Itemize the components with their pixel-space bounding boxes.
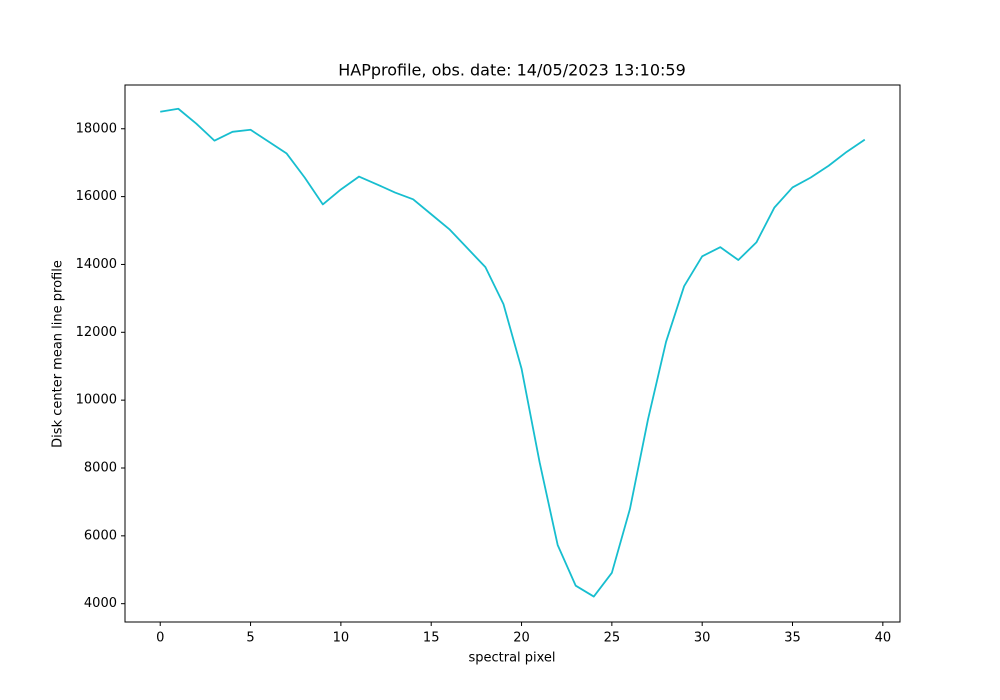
y-tick-label: 14000 [76, 257, 117, 272]
line-series [160, 107, 866, 598]
x-tick-label: 40 [875, 631, 892, 646]
x-axis-label: spectral pixel [468, 651, 555, 666]
x-tick-label: 30 [694, 631, 711, 646]
y-tick-label: 12000 [76, 325, 117, 340]
x-tick-label: 10 [333, 631, 350, 646]
x-tick-label: 25 [604, 631, 621, 646]
x-tick-label: 15 [423, 631, 440, 646]
y-axis-label: Disk center mean line profile [51, 260, 66, 448]
y-tick-label: 16000 [76, 189, 117, 204]
x-tick-label: 20 [513, 631, 530, 646]
plot-frame [124, 84, 901, 623]
y-tick-label: 4000 [84, 596, 117, 611]
y-tick-label: 10000 [76, 393, 117, 408]
y-tick-label: 6000 [84, 528, 117, 543]
x-tick-label: 5 [246, 631, 254, 646]
chart-title: HAPprofile, obs. date: 14/05/2023 13:10:… [338, 61, 686, 80]
y-tick-label: 8000 [84, 460, 117, 475]
x-tick-label: 35 [784, 631, 801, 646]
x-tick-label: 0 [156, 631, 164, 646]
y-tick-label: 18000 [76, 121, 117, 136]
